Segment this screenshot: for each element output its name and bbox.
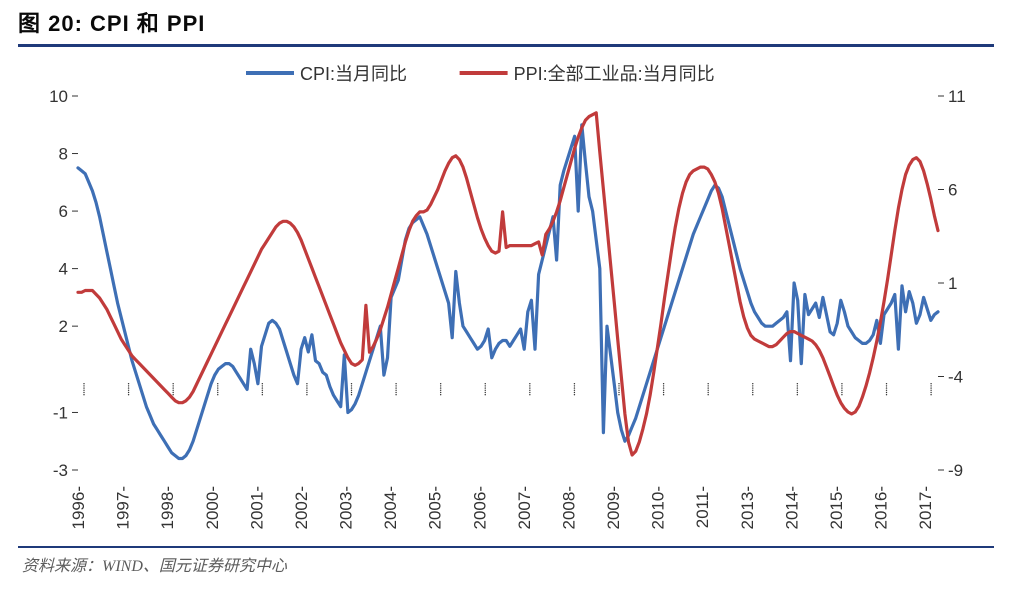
y-left-tick: 2	[59, 317, 68, 336]
y-right-tick: 1	[948, 274, 957, 293]
chart-area: CPI:当月同比 PPI:全部工业品:当月同比 -3 -1 2 4 6 8 10 -9 -4 1 6 11…	[18, 46, 994, 540]
y-left-tick: 6	[59, 202, 68, 221]
title-bar: 图 20: CPI 和 PPI	[18, 6, 994, 47]
x-tick-label: 2017-	[916, 486, 935, 529]
x-tick-label: 2000-	[203, 486, 222, 529]
x-tick-label: 1996-	[69, 486, 88, 529]
x-tick-label: 2014-	[782, 486, 801, 529]
y-left-tick: 8	[59, 145, 68, 164]
y-right-tick: 6	[948, 181, 957, 200]
y-right-tick: 11	[948, 87, 966, 106]
y-left-tick: -3	[53, 461, 68, 480]
x-tick-label: 2008-	[559, 486, 578, 529]
legend: CPI:当月同比 PPI:全部工业品:当月同比	[246, 64, 715, 84]
y-left-tick: 10	[49, 87, 68, 106]
chart-title: 图 20: CPI 和 PPI	[18, 11, 205, 36]
x-tick-label: 2015-	[827, 486, 846, 529]
x-tick-label: 1997-	[114, 486, 133, 529]
x-tick-label: 1998-	[158, 486, 177, 529]
x-tick-label: 2006-	[470, 486, 489, 529]
line-chart: CPI:当月同比 PPI:全部工业品:当月同比 -3 -1 2 4 6 8 10 -9 -4 1 6 11…	[18, 46, 994, 540]
x-tick-label: 2009-	[604, 486, 623, 529]
x-tick-label: 2004-	[381, 486, 400, 529]
x-tick-label: 2001-	[247, 486, 266, 529]
series-line	[78, 125, 938, 459]
x-tick-label: 2016-	[872, 486, 891, 529]
y-right-tick: -9	[948, 461, 963, 480]
x-tick-label: 2003-	[337, 486, 356, 529]
x-tick-label: 2011-	[693, 486, 712, 528]
x-tick-label: 2007-	[515, 486, 534, 529]
x-tick-label: 2010-	[649, 486, 668, 529]
y-left-tick: 4	[59, 260, 68, 279]
figure-container: 图 20: CPI 和 PPI CPI:当月同比 PPI:全部工业品:当月同比 -3…	[0, 0, 1012, 590]
x-tick-label: 2013-	[738, 486, 757, 529]
legend-label: CPI:当月同比	[300, 64, 407, 84]
footer-rule	[18, 546, 994, 548]
y-left-tick: -1	[53, 403, 68, 422]
x-tick-label: 2005-	[426, 486, 445, 529]
source-text: 资料来源：WIND、国元证券研究中心	[22, 552, 287, 576]
legend-label: PPI:全部工业品:当月同比	[514, 64, 715, 84]
series-line	[78, 113, 938, 455]
y-right-tick: -4	[948, 368, 963, 387]
x-tick-label: 2002-	[292, 486, 311, 529]
